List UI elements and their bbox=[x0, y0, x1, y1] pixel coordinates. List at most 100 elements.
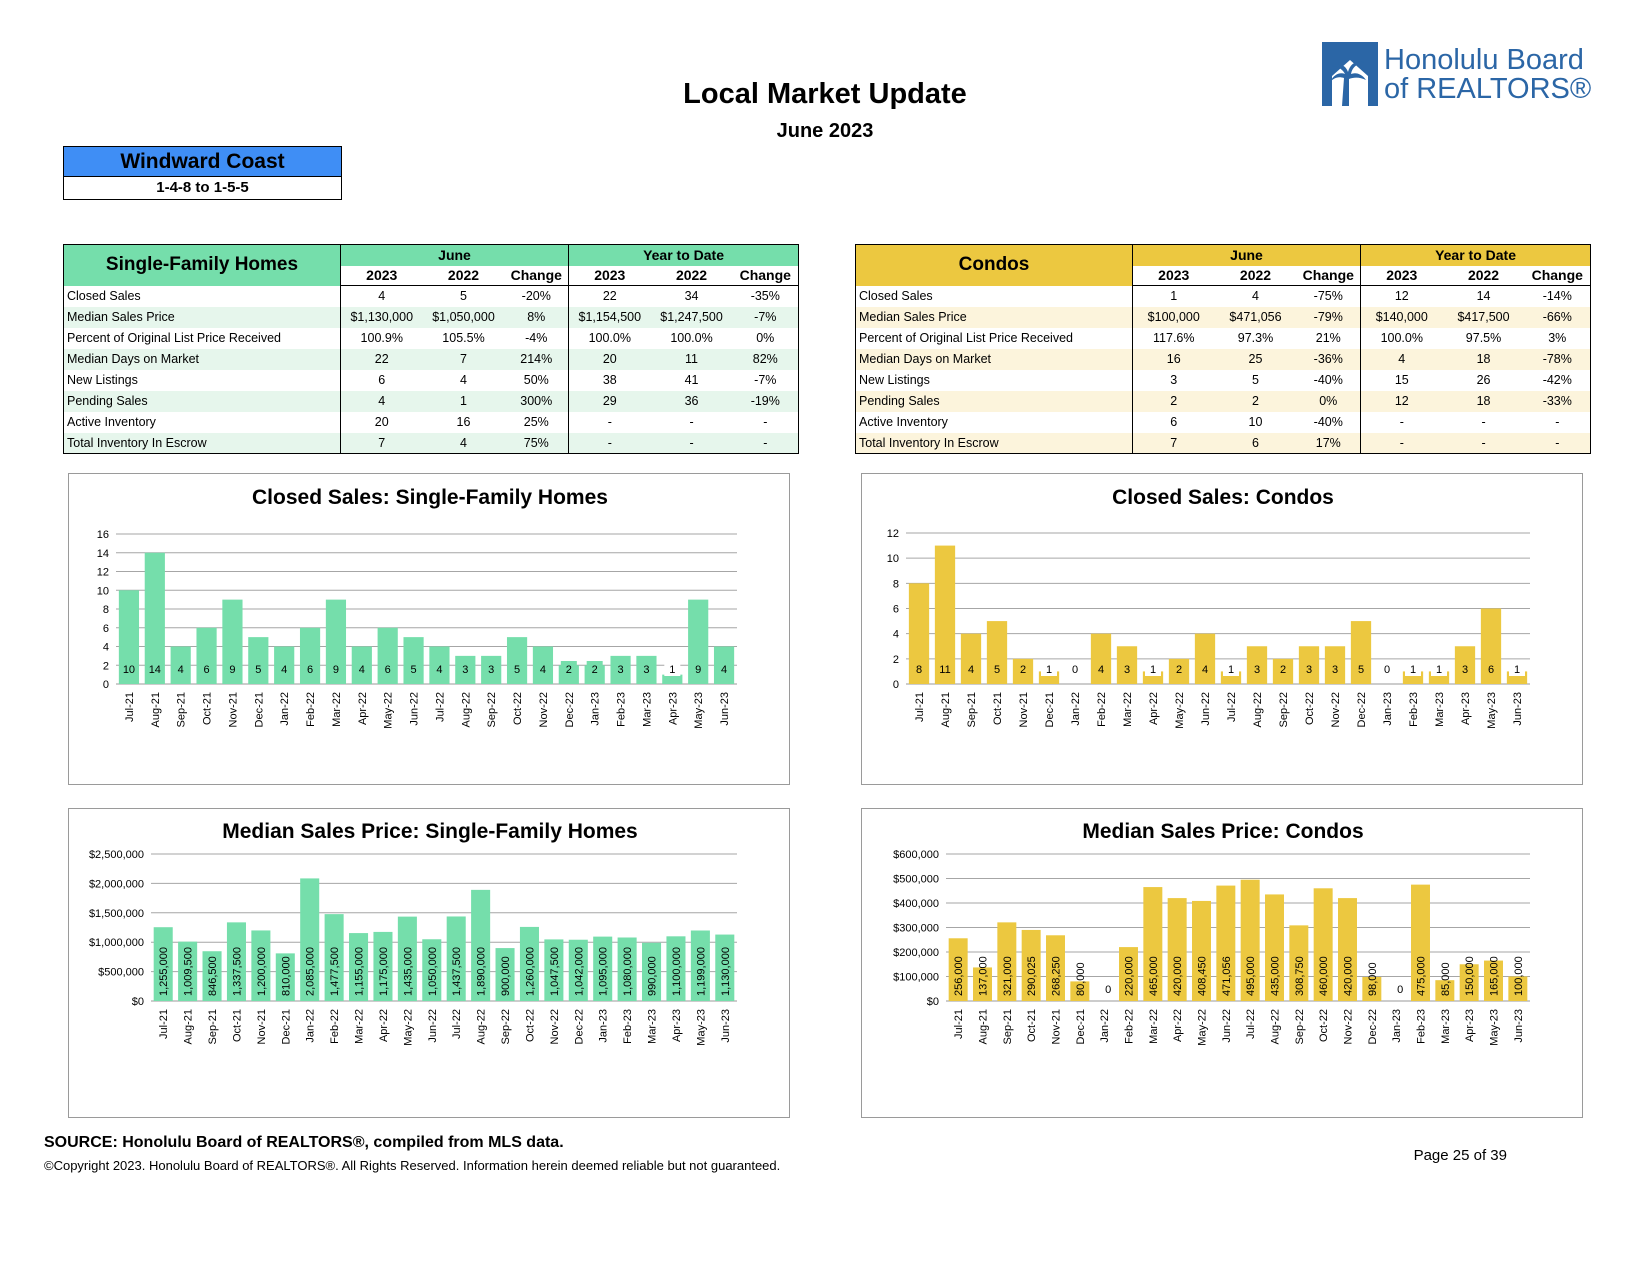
bar bbox=[422, 939, 442, 1001]
bar bbox=[1021, 929, 1041, 1001]
data-label: 100,000 bbox=[1513, 956, 1525, 996]
table-cell: 14 bbox=[1476, 289, 1491, 304]
bar bbox=[506, 637, 528, 684]
table-cell: 300% bbox=[504, 390, 570, 412]
x-tick-label: Aug-21 bbox=[150, 692, 162, 727]
y-tick-label: 8 bbox=[893, 578, 899, 590]
data-label: 321,000 bbox=[1002, 956, 1014, 996]
table-cell: 16 bbox=[456, 415, 471, 429]
x-tick-label: Jul-22 bbox=[451, 1009, 463, 1039]
table-cell: 97.3% bbox=[1237, 331, 1274, 345]
column-header: Change bbox=[732, 265, 800, 286]
data-label: 6 bbox=[204, 664, 210, 676]
y-tick-label: 12 bbox=[887, 528, 899, 540]
data-label: 1,080,000 bbox=[622, 947, 634, 996]
data-label: 80,000 bbox=[1075, 962, 1087, 996]
x-tick-label: May-22 bbox=[402, 1009, 414, 1046]
table-cell: 75% bbox=[504, 432, 570, 454]
table-cell: 2 bbox=[1132, 390, 1215, 412]
table-cell: 16 bbox=[1132, 348, 1215, 370]
data-label-bg bbox=[120, 661, 137, 676]
row-label: Pending Sales bbox=[63, 390, 341, 412]
x-tick-label: Jun-22 bbox=[427, 1009, 439, 1043]
bar bbox=[568, 939, 588, 1001]
table-cell: 6 bbox=[1170, 415, 1178, 429]
table-cell: -35% bbox=[732, 285, 800, 307]
column-header: 2022 bbox=[422, 265, 505, 286]
x-tick-label: Dec-21 bbox=[1044, 692, 1056, 727]
data-label-bg bbox=[1119, 661, 1135, 676]
y-tick-label: 8 bbox=[103, 604, 109, 616]
table-cell: $417,500 bbox=[1442, 306, 1525, 328]
row-label: Total Inventory In Escrow bbox=[855, 432, 1133, 454]
x-tick-label: Jun-23 bbox=[720, 1009, 732, 1043]
table-cell: 41 bbox=[684, 373, 699, 387]
table-row: Closed Sales 4 5 -20% 22 34 -35% bbox=[63, 285, 800, 307]
page-number: Page 25 of 39 bbox=[1413, 1147, 1507, 1164]
bar bbox=[1289, 925, 1309, 1001]
data-label: 846,500 bbox=[207, 956, 219, 996]
sfh-closed-sales-chart: Closed Sales: Single-Family Homes 0 2 4 6 8 10… bbox=[68, 473, 790, 785]
data-label-bg bbox=[457, 661, 474, 676]
y-tick-label: $400,000 bbox=[893, 898, 939, 910]
x-tick-label: Feb-22 bbox=[1124, 1009, 1136, 1044]
data-label: 6 bbox=[1488, 664, 1494, 676]
data-label: 3 bbox=[1332, 664, 1338, 676]
data-label-bg bbox=[1431, 661, 1447, 676]
region-name: Windward Coast bbox=[64, 147, 341, 177]
data-label: 435,000 bbox=[1270, 956, 1282, 996]
x-tick-label: May-23 bbox=[693, 692, 705, 729]
table-row: Active Inventory 6 10 -40% - - - bbox=[855, 411, 1592, 433]
y-tick-label: 6 bbox=[103, 623, 109, 635]
x-tick-label: Feb-22 bbox=[329, 1009, 341, 1044]
y-tick-label: $1,500,000 bbox=[89, 908, 144, 920]
row-label: Pending Sales bbox=[855, 390, 1133, 412]
x-tick-label: Nov-21 bbox=[1051, 1009, 1063, 1044]
data-label: 137,000 bbox=[978, 956, 990, 996]
table-row: Percent of Original List Price Received 1… bbox=[855, 327, 1592, 349]
table-row: Total Inventory In Escrow 7 4 75% - - - bbox=[63, 432, 800, 454]
y-tick-label: $600,000 bbox=[893, 849, 939, 861]
data-label: 990,000 bbox=[647, 956, 659, 996]
table-cell: 3% bbox=[1524, 327, 1592, 349]
x-tick-label: Mar-23 bbox=[641, 692, 653, 727]
bar bbox=[934, 545, 956, 684]
table-cell: $100,000 bbox=[1132, 306, 1215, 328]
table-cell: - bbox=[732, 432, 800, 454]
condo-closed-sales-chart: Closed Sales: Condos 0 2 4 6 8 10 12 8 Jul-21 11 Au… bbox=[861, 473, 1583, 785]
table-cell: 0% bbox=[1296, 390, 1362, 412]
data-label: 3 bbox=[462, 664, 468, 676]
palm-tree-icon bbox=[1322, 42, 1378, 106]
data-label: 256,000 bbox=[953, 956, 965, 996]
data-label: 1 bbox=[1410, 664, 1416, 676]
data-label: 11 bbox=[939, 664, 950, 676]
table-cell: 4 bbox=[340, 390, 423, 412]
chart-title: Median Sales Price: Condos bbox=[1082, 820, 1363, 843]
x-tick-label: Nov-21 bbox=[1018, 692, 1030, 727]
column-header: 2023 bbox=[568, 265, 651, 286]
data-label-bg bbox=[353, 661, 370, 676]
region-box: Windward Coast 1-4-8 to 1-5-5 bbox=[63, 146, 342, 200]
y-tick-label: 12 bbox=[97, 567, 109, 579]
table-cell: - bbox=[1442, 432, 1525, 454]
data-label-bg bbox=[1093, 661, 1109, 676]
x-tick-label: Feb-23 bbox=[622, 1009, 634, 1044]
bar bbox=[300, 878, 320, 1001]
data-label: 4 bbox=[359, 664, 365, 676]
x-tick-label: Jul-21 bbox=[124, 692, 136, 722]
copyright-note: ©Copyright 2023. Honolulu Board of REALT… bbox=[44, 1158, 781, 1173]
x-tick-label: Sep-21 bbox=[207, 1009, 219, 1044]
table-row: New Listings 6 4 50% 38 41 -7% bbox=[63, 369, 800, 391]
table-cell: -79% bbox=[1296, 306, 1362, 328]
x-tick-label: Apr-23 bbox=[1464, 1009, 1476, 1042]
data-label-bg bbox=[560, 661, 577, 676]
table-cell: 34 bbox=[684, 289, 699, 304]
table-cell: 0% bbox=[732, 327, 800, 349]
data-label: 0 bbox=[1384, 664, 1390, 676]
x-tick-label: Dec-21 bbox=[280, 1009, 292, 1044]
x-tick-label: Jan-23 bbox=[598, 1009, 610, 1043]
chart-title: Closed Sales: Condos bbox=[1112, 486, 1334, 509]
x-tick-label: Aug-21 bbox=[978, 1009, 990, 1044]
data-label: 1,155,000 bbox=[354, 947, 366, 996]
data-label: 3 bbox=[643, 664, 649, 676]
